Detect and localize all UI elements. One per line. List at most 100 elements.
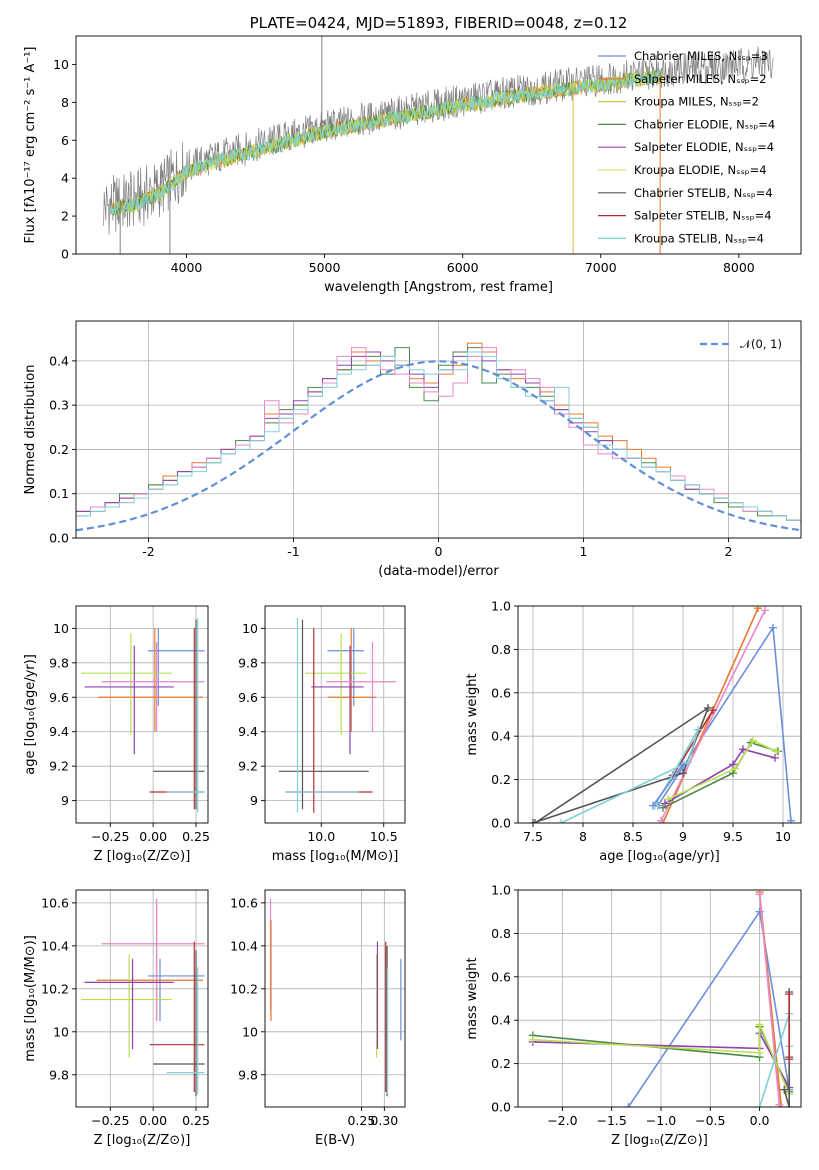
x-tick-label: -1 [287,544,299,559]
x-tick-label: 0.00 [139,829,167,844]
y-tick-label: 9.6 [49,690,69,705]
y-tick-label: 0.0 [491,816,511,831]
y-tick-label: 10 [53,1024,69,1039]
x-tick-label: 6000 [447,260,479,275]
y-tick-label: 9.2 [49,759,69,774]
axes-frame [517,889,802,1108]
axes-frame [517,605,802,824]
legend-label: Salpeter ELODIE, Nₛₛₚ=4 [634,140,774,154]
y-tick-label: 9.2 [238,759,258,774]
y-tick-label: 0.6 [491,969,511,984]
weight-marker [649,801,657,810]
x-tick-label: 0.25 [182,829,210,844]
x-tick-label: −2.0 [547,1113,577,1128]
x-tick-label: 5000 [309,260,341,275]
gridlines [518,605,801,824]
x-tick-label: 0 [435,544,443,559]
histogram-step [76,351,801,521]
y-tick-label: 9.8 [49,1067,69,1082]
x-axis-label: Z [log₁₀(Z/Z⊙)] [94,849,191,864]
weight-marker [769,623,777,632]
weight-marker [749,736,757,745]
x-tick-label: 8000 [723,260,755,275]
weight-line [667,739,777,800]
plot-area [103,36,774,254]
histogram-step [76,347,801,526]
weight-marker [684,758,692,767]
weight-marker [624,1103,633,1107]
x-axis-label: Z [log₁₀(Z/Z⊙)] [94,1133,191,1148]
plot-area [278,618,397,813]
x-tick-label: −1.5 [596,1113,626,1128]
y-tick-label: 10 [242,621,258,636]
x-tick-label: −0.5 [695,1113,725,1128]
y-tick-label: 9 [61,793,69,808]
model-spectrum [110,67,663,216]
panel-mass_vs_Z: −0.25 0.00 0.25 9.8 10 10.2 10.4 10.6 Z [log₁₀(Z… [23,889,210,1148]
weight-marker [679,760,687,769]
legend-label: Chabrier STELIB, Nₛₛₚ=4 [634,186,773,200]
y-tick-label: 9.4 [49,724,69,739]
y-axis-label: age [log₁₀(age/yr)] [23,654,38,775]
weight-marker [731,764,739,773]
weight-marker [775,1100,784,1107]
x-tick-label: 10.0 [307,829,335,844]
weight-marker [761,606,769,615]
plot-area [529,606,795,823]
legend-label: 𝒩(0, 1) [740,337,782,351]
y-tick-label: 0.1 [49,486,69,501]
y-axis-label: Flux [fλ10⁻¹⁷ erg cm⁻² s⁻¹ A⁻¹] [23,47,38,244]
weight-marker [528,1035,537,1044]
y-tick-label: 4 [61,171,69,186]
weight-marker [755,1020,764,1029]
x-tick-label: 0.25 [182,1113,210,1128]
weight-marker [785,1103,794,1107]
weight-marker [557,819,565,823]
x-tick-label: 9.5 [723,829,743,844]
x-tick-label: 0.30 [370,1113,398,1128]
x-tick-label: 4000 [171,260,203,275]
plot-area [269,898,402,1097]
weight-marker [531,819,539,823]
y-tick-label: 9.8 [238,1067,258,1082]
legend-label: Chabrier MILES, Nₛₛₚ=3 [634,49,768,63]
y-tick-label: 10.2 [230,981,258,996]
y-tick-label: 0.4 [491,729,511,744]
y-tick-label: 9 [250,793,258,808]
y-tick-label: 2 [61,209,69,224]
y-tick-label: 0.6 [491,685,511,700]
x-tick-label: 10 [775,829,791,844]
histogram-step [76,347,801,526]
y-tick-label: 10 [242,1024,258,1039]
x-tick-label: 7.5 [523,829,543,844]
y-tick-label: 9.6 [238,690,258,705]
model-spectrum [110,70,663,215]
axes-frame [264,889,406,1108]
x-tick-label: 7000 [585,260,617,275]
weight-line [664,748,776,805]
x-tick-label: −1.0 [646,1113,676,1128]
y-tick-label: 0.2 [491,772,511,787]
gridlines [76,606,208,823]
plot-area [81,898,205,1097]
y-tick-label: 6 [61,133,69,148]
x-axis-label: age [log₁₀(age/yr)] [599,849,720,864]
x-tick-label: 9 [679,829,687,844]
y-tick-label: 0.3 [49,398,69,413]
y-tick-label: 1.0 [491,599,511,614]
panel-spectrum: Chabrier MILES, Nₛₛₚ=3 Salpeter MILES, Nₛ… [23,35,802,295]
observed-spectrum [103,46,774,235]
y-tick-label: 0.0 [491,1100,511,1115]
x-tick-label: 1 [580,544,588,559]
x-tick-label: 8.5 [623,829,643,844]
weight-marker [694,725,702,734]
panel-age_vs_Z: −0.25 0.00 0.25 9 9.2 9.4 9.6 9.8 10 Z [log₁₀(Z/Z… [23,605,210,864]
weight-marker [755,1103,764,1107]
y-tick-label: 10 [53,621,69,636]
legend-label: Salpeter MILES, Nₛₛₚ=2 [634,72,767,86]
y-tick-label: 1.0 [491,883,511,898]
y-tick-label: 10.6 [230,895,258,910]
x-tick-label: −0.25 [91,829,129,844]
y-tick-label: 0.2 [49,442,69,457]
